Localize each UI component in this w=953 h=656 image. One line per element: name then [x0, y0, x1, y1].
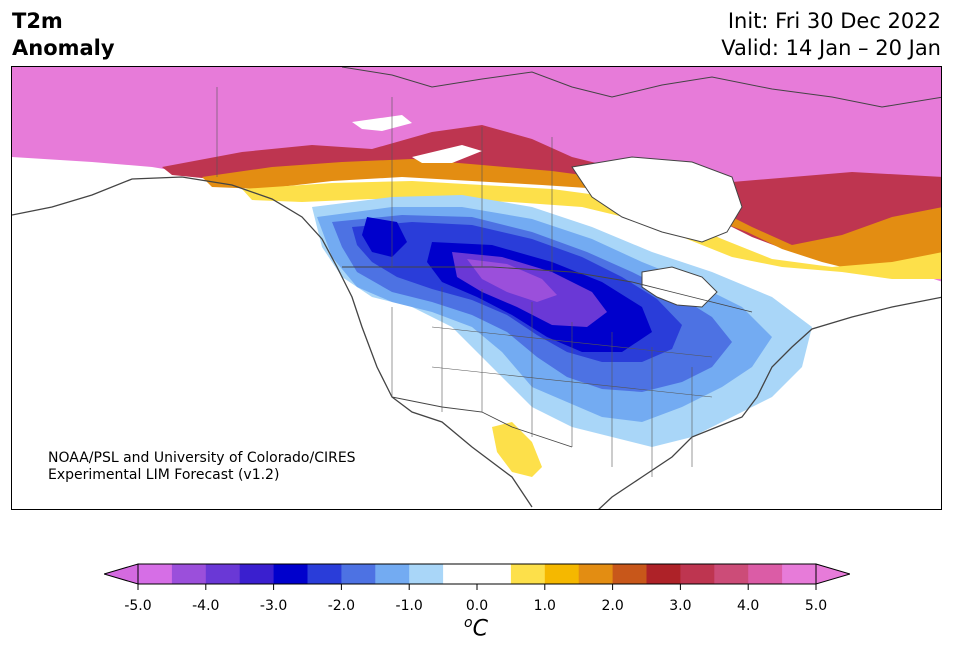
- state-lines: [391, 287, 713, 477]
- colorbar-cell: [612, 564, 647, 584]
- colorbar-tick-label: 3.0: [669, 598, 692, 614]
- colorbar-cell: [578, 564, 614, 584]
- colorbar-tick-label: -1.0: [395, 598, 423, 614]
- colorbar-cell: [273, 564, 308, 584]
- colorbar: [104, 563, 850, 590]
- hudson-bay: [571, 156, 743, 243]
- anomaly-map: [11, 66, 942, 510]
- arctic-islands: [341, 67, 941, 108]
- colorbar-cell: [544, 564, 580, 584]
- colorbar-tick-label: -3.0: [259, 598, 288, 614]
- warm-band-yellow: [242, 181, 941, 279]
- colorbar-tick-label: 2.0: [601, 598, 624, 614]
- colorbar-cell: [680, 564, 715, 584]
- us-mexico-border: [391, 396, 573, 448]
- colorbar-unit: oC: [464, 615, 488, 641]
- colorbar-cell: [646, 564, 681, 584]
- title-line-1: T2m: [12, 9, 63, 33]
- unit-letter: C: [472, 616, 488, 642]
- colorbar-cell: [205, 564, 241, 584]
- colorbar-cell: [375, 564, 410, 584]
- colorbar-cell: [510, 564, 546, 584]
- colorbar-tick-label: -5.0: [124, 598, 152, 614]
- colorbar-cell: [239, 564, 275, 584]
- coastline-east: [598, 296, 941, 509]
- colorbar-cell: [307, 564, 342, 584]
- colorbar-tick-label: 0.0: [465, 598, 489, 614]
- colorbar-cell: [748, 564, 783, 584]
- title-line-2: Anomaly: [12, 36, 115, 60]
- init-date: Init: Fri 30 Dec 2022: [727, 9, 941, 33]
- warm-band-red: [162, 125, 941, 252]
- warm-band-orange: [202, 159, 941, 272]
- canada-us-border: [342, 266, 753, 313]
- map-title: T2m Anomaly: [12, 8, 115, 62]
- province-lines: [216, 87, 553, 272]
- warm-patch-mexico: [492, 422, 542, 477]
- colorbar-cell: [782, 564, 817, 584]
- ice-patch-2: [412, 145, 482, 163]
- credit-line-2: Experimental LIM Forecast (v1.2): [48, 467, 280, 483]
- colorbar-ticks: [137, 584, 817, 590]
- forecast-dates: Init: Fri 30 Dec 2022 Valid: 14 Jan – 20…: [721, 8, 941, 62]
- ice-patch-1: [352, 115, 412, 131]
- colorbar-tick-label: -2.0: [327, 598, 356, 614]
- colorbar-cell: [138, 564, 173, 584]
- colorbar-cell: [171, 564, 207, 584]
- colorbar-cells: [138, 564, 817, 584]
- credit-text: NOAA/PSL and University of Colorado/CIRE…: [48, 450, 356, 484]
- colorbar-cell: [477, 564, 512, 584]
- colorbar-extend-high: [815, 563, 850, 585]
- colorbar-tick-label: 5.0: [804, 598, 828, 614]
- colorbar-tick-label: -4.0: [192, 598, 220, 614]
- warm-anomaly-region: [12, 67, 941, 282]
- map-canvas: [12, 67, 941, 509]
- colorbar-cell: [443, 564, 478, 584]
- coastline-west: [12, 176, 533, 508]
- unit-degree: o: [464, 615, 473, 631]
- credit-line-1: NOAA/PSL and University of Colorado/CIRE…: [48, 450, 356, 466]
- great-lakes: [641, 266, 718, 308]
- cold-core-violet: [467, 259, 557, 302]
- colorbar-tick-label: 1.0: [533, 598, 556, 614]
- colorbar-tick-label: 4.0: [737, 598, 760, 614]
- colorbar-extend-low: [104, 563, 139, 585]
- valid-date: Valid: 14 Jan – 20 Jan: [721, 36, 941, 60]
- colorbar-cell: [341, 564, 376, 584]
- cold-core: [362, 217, 407, 257]
- colorbar-cell: [409, 564, 444, 584]
- colorbar-cell: [714, 564, 749, 584]
